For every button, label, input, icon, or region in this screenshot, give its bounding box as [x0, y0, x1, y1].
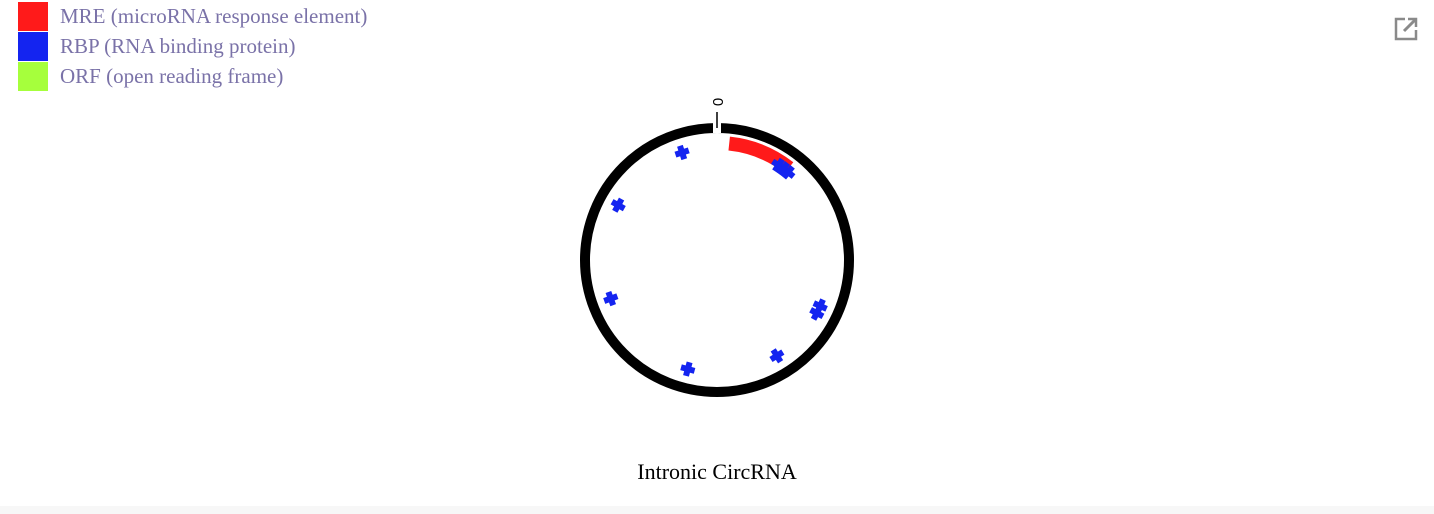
diagram-title: Intronic CircRNA [637, 459, 797, 484]
legend-item-rbp: RBP (RNA binding protein) [18, 32, 367, 61]
legend-swatch-mre [18, 2, 48, 31]
legend-label-rbp: RBP (RNA binding protein) [60, 34, 296, 58]
rbp-marker [680, 361, 696, 377]
legend-item-orf: ORF (open reading frame) [18, 62, 367, 91]
circrna-ring [580, 123, 854, 397]
rbp-markers [603, 144, 828, 377]
rbp-marker [769, 348, 785, 364]
legend-swatch-rbp [18, 32, 48, 61]
legend: MRE (microRNA response element) RBP (RNA… [18, 2, 367, 92]
legend-label-mre: MRE (microRNA response element) [60, 4, 368, 28]
rbp-marker [780, 164, 796, 180]
rbp-marker [809, 305, 825, 321]
rbp-marker [674, 144, 690, 161]
footer-band [0, 506, 1434, 514]
rbp-marker [603, 290, 619, 307]
legend-item-mre: MRE (microRNA response element) [18, 2, 367, 31]
rbp-marker [610, 197, 626, 213]
legend-swatch-orf [18, 62, 48, 91]
legend-label-orf: ORF (open reading frame) [60, 64, 284, 88]
external-link-icon[interactable] [1392, 15, 1420, 43]
origin-label: 0 [710, 98, 727, 106]
